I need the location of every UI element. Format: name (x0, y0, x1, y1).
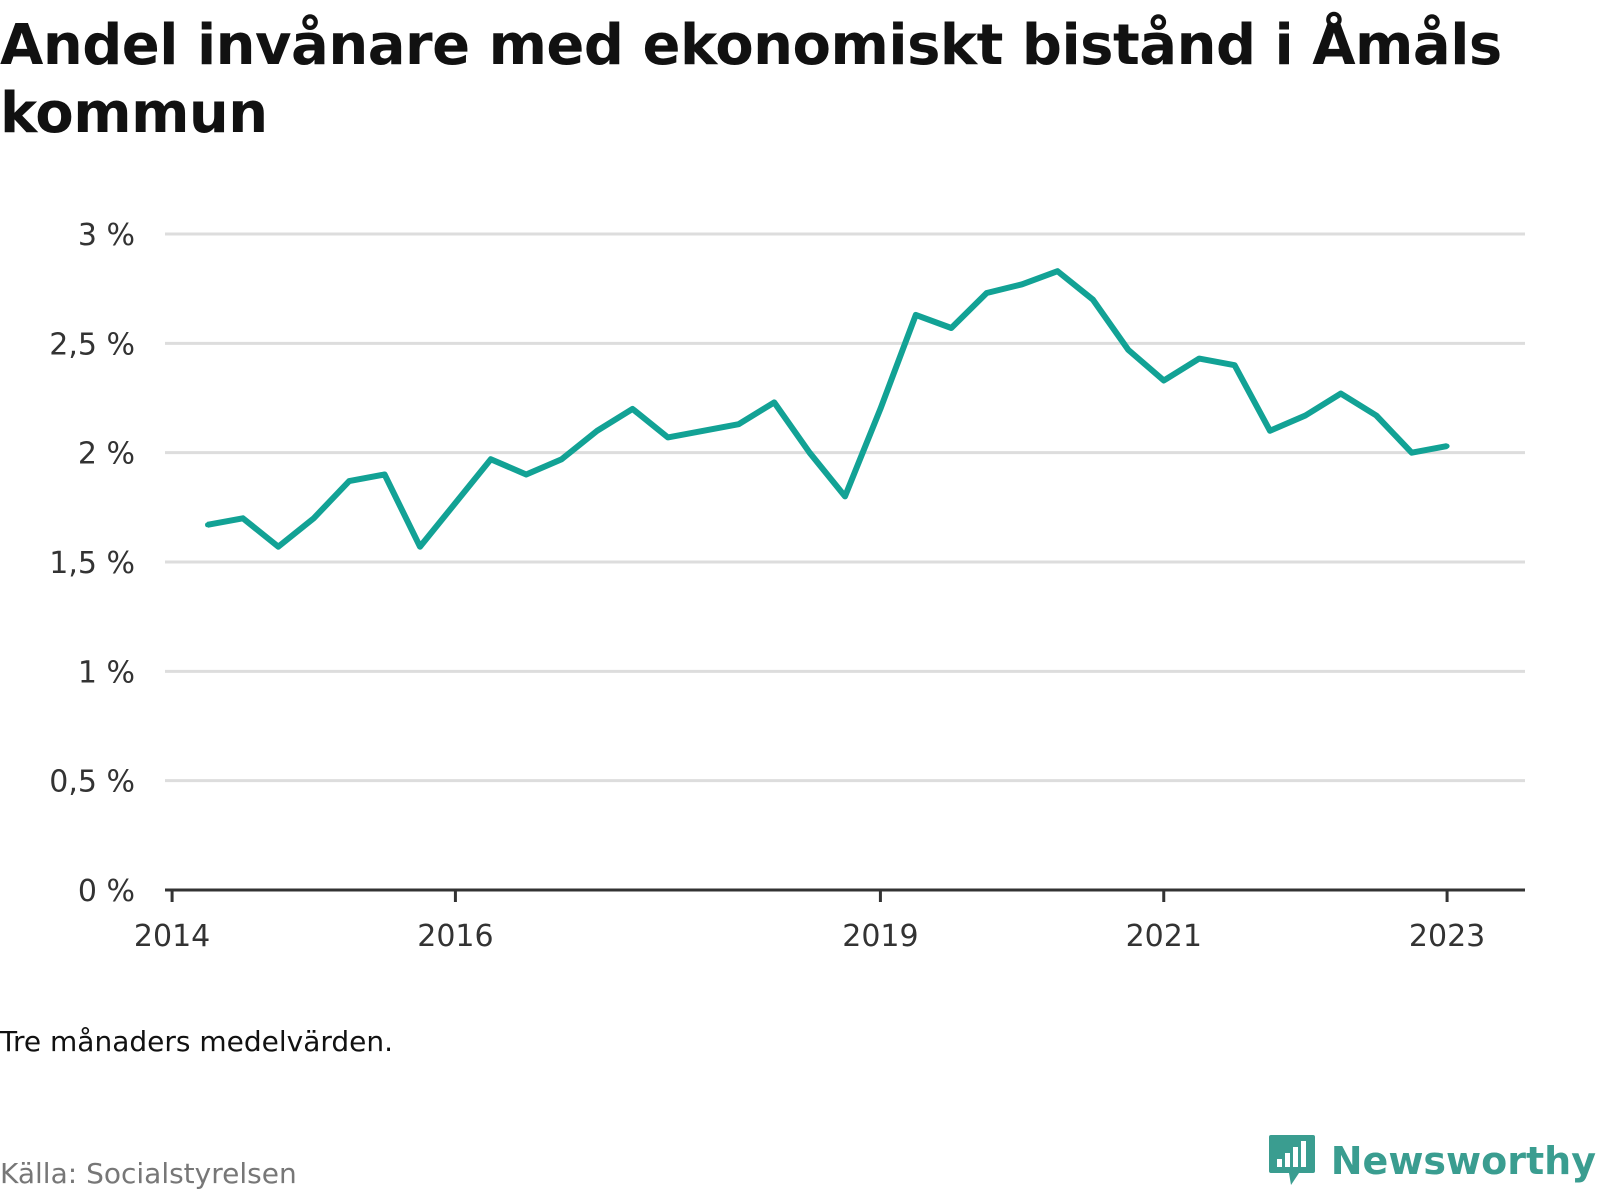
data-point (1196, 356, 1202, 362)
brand-logo: Newsworthy (1267, 1133, 1596, 1189)
data-point (842, 493, 848, 499)
data-point (807, 450, 813, 456)
y-tick-label: 0 % (78, 874, 135, 909)
data-point (275, 544, 281, 550)
data-point (736, 421, 742, 427)
y-tick-label: 1,5 % (49, 546, 135, 581)
x-tick-label: 2019 (842, 919, 918, 954)
data-point (1338, 391, 1344, 397)
data-point (1373, 412, 1379, 418)
data-point (205, 522, 210, 528)
data-point (1302, 412, 1308, 418)
source-credit: Källa: Socialstyrelsen (0, 1157, 297, 1190)
data-point (559, 456, 565, 462)
data-point (1125, 347, 1131, 353)
data-point (1409, 450, 1415, 456)
data-point (984, 290, 990, 296)
data-point (630, 406, 635, 412)
data-point (523, 472, 529, 478)
data-point (1444, 443, 1450, 449)
data-point (665, 434, 671, 440)
y-tick-label: 1 % (78, 655, 135, 690)
data-point (240, 515, 246, 521)
data-point (417, 544, 423, 550)
data-point (382, 472, 388, 478)
data-point (488, 456, 494, 462)
y-tick-label: 0,5 % (49, 765, 135, 800)
data-point (771, 399, 777, 405)
x-tick-label: 2023 (1409, 919, 1485, 954)
y-tick-label: 2,5 % (49, 327, 135, 362)
data-point (311, 515, 317, 521)
x-tick-label: 2016 (417, 919, 493, 954)
y-axis-ticks: 0 % 0,5 % 1 % 1,5 % 2 % 2,5 % 3 % (49, 218, 135, 909)
data-point (346, 478, 352, 484)
x-axis: 2014 2016 2019 2021 2023 (134, 888, 1525, 954)
data-point (594, 428, 600, 434)
data-point (948, 325, 954, 331)
data-point (913, 312, 919, 318)
chart-title: Andel invånare med ekonomiskt bistånd i … (0, 13, 1502, 146)
data-point (1055, 268, 1060, 274)
x-tick-label: 2014 (134, 919, 210, 954)
gridlines (165, 232, 1525, 783)
data-point (1090, 297, 1096, 303)
chart-note: Tre månaders medelvärden. (0, 1025, 394, 1058)
data-point (452, 500, 458, 506)
series-line (205, 268, 1450, 550)
brand-name: Newsworthy (1330, 1139, 1596, 1183)
y-tick-label: 2 % (78, 437, 135, 472)
data-point (1161, 378, 1167, 384)
newsworthy-logo-icon (1268, 1135, 1315, 1185)
y-tick-label: 3 % (78, 218, 135, 253)
x-tick-label: 2021 (1126, 919, 1202, 954)
data-point (1232, 362, 1238, 368)
data-point (700, 428, 706, 434)
data-line (206, 268, 1448, 550)
line-chart: 0 % 0,5 % 1 % 1,5 % 2 % 2,5 % 3 % 2014 2016 2019… (49, 218, 1525, 954)
data-point (877, 406, 883, 412)
data-point (1019, 281, 1025, 287)
data-point (1267, 428, 1273, 434)
